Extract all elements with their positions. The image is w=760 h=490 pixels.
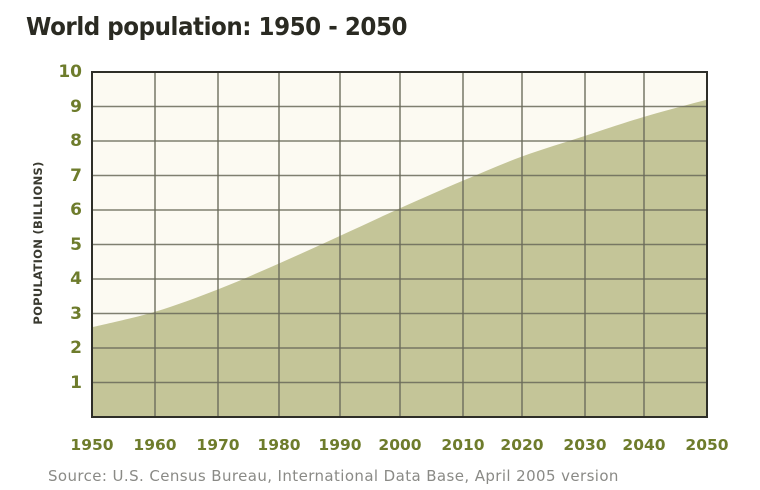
x-tick-label: 1950 <box>70 436 114 454</box>
chart-title: World population: 1950 - 2050 <box>26 12 408 41</box>
plot-border <box>91 71 708 418</box>
x-tick-label: 1960 <box>133 436 177 454</box>
x-tick-label: 2000 <box>378 436 422 454</box>
x-tick-label: 1990 <box>318 436 362 454</box>
y-tick-label: 2 <box>70 338 82 358</box>
x-tick-label: 2040 <box>622 436 666 454</box>
x-tick-label: 2050 <box>685 436 729 454</box>
y-tick-label: 3 <box>70 303 82 324</box>
y-tick-label: 4 <box>70 269 82 289</box>
x-tick-label: 1980 <box>257 436 301 454</box>
y-tick-label: 9 <box>70 96 82 117</box>
source-note: Source: U.S. Census Bureau, Internationa… <box>48 467 619 485</box>
x-tick-label: 2030 <box>563 436 607 454</box>
y-tick-label: 8 <box>70 131 82 151</box>
y-tick-label: 10 <box>58 62 82 82</box>
y-tick-label: 6 <box>70 200 82 220</box>
y-tick-label: 1 <box>70 372 82 393</box>
x-tick-label: 2020 <box>500 436 544 454</box>
gridlines <box>92 72 707 417</box>
y-tick-label: 7 <box>70 165 82 186</box>
x-tick-label: 2010 <box>441 436 485 454</box>
y-tick-label: 5 <box>70 234 82 255</box>
x-tick-label: 1970 <box>196 436 240 454</box>
